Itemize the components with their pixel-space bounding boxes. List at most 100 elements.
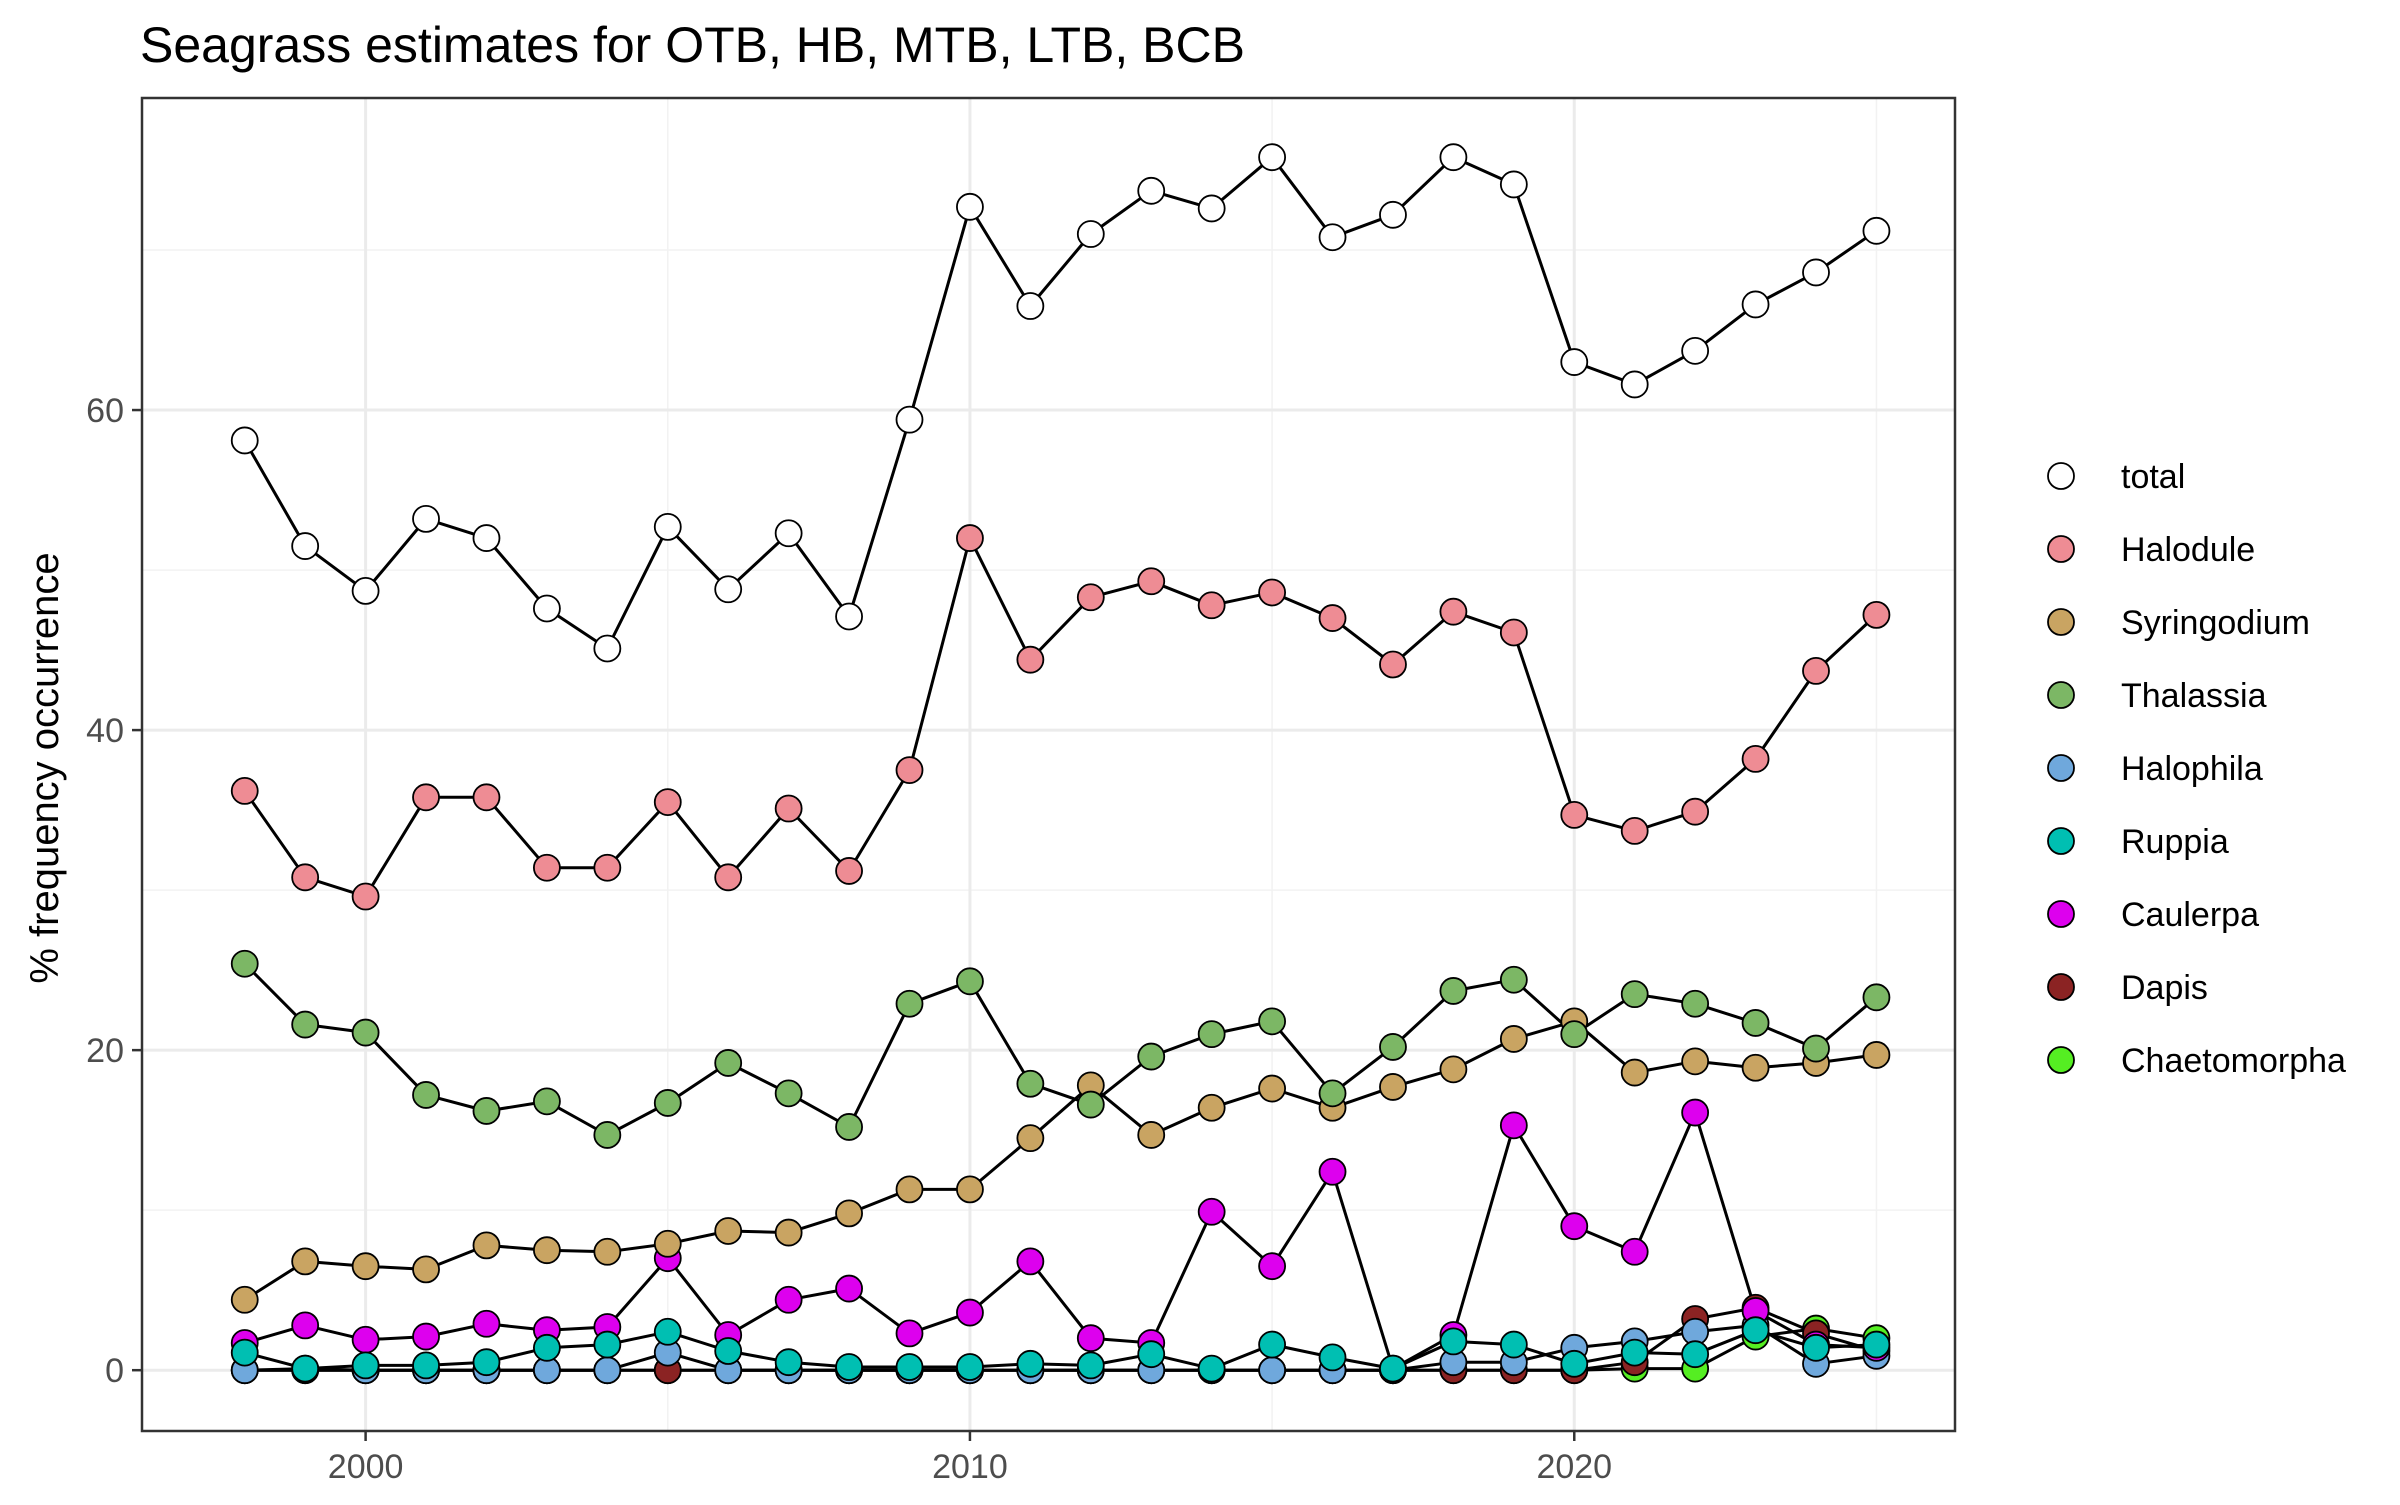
data-point-halodule [1197, 591, 1226, 620]
data-point-ruppia [1439, 1327, 1468, 1356]
data-point-total [412, 504, 440, 533]
legend-label-total: total [2121, 458, 2185, 496]
legend-key-caulerpa [2047, 900, 2075, 928]
data-point-ruppia [1137, 1340, 1166, 1369]
legend-key-chaetomorpha [2047, 1046, 2075, 1074]
data-point-thalassia [1802, 1034, 1830, 1063]
legend-key-total [2047, 462, 2075, 490]
data-point-ruppia [1499, 1330, 1528, 1359]
data-point-total [593, 634, 622, 663]
data-point-syringodium [1439, 1055, 1468, 1084]
data-point-halodule [1076, 583, 1105, 612]
data-point-total [1499, 170, 1528, 199]
data-point-total [1802, 258, 1830, 287]
y-tick-label: 60 [86, 392, 124, 430]
series-line-caulerpa [244, 1111, 1877, 1371]
series-line-total [243, 155, 1878, 650]
data-point-syringodium [714, 1217, 743, 1245]
data-point-halodule [1862, 600, 1891, 629]
data-point-thalassia [533, 1087, 561, 1116]
data-point-caulerpa [956, 1298, 984, 1327]
series-line-thalassia [243, 962, 1878, 1137]
data-point-thalassia [1318, 1079, 1347, 1108]
data-point-total [895, 405, 924, 434]
data-point-ruppia [1076, 1351, 1105, 1380]
data-point-thalassia [1137, 1042, 1166, 1071]
data-point-thalassia [1197, 1020, 1226, 1049]
data-point-caulerpa [291, 1311, 320, 1340]
x-tick-label: 2020 [1536, 1448, 1612, 1486]
data-point-ruppia [895, 1353, 924, 1381]
data-point-total [1016, 292, 1045, 320]
legend-key-halophila [2047, 754, 2075, 782]
data-point-caulerpa [412, 1322, 440, 1351]
data-point-syringodium [1620, 1058, 1649, 1087]
y-axis-label: % frequency occurrence [23, 552, 67, 983]
series-line-halophila [244, 1323, 1877, 1372]
data-point-total [1318, 223, 1347, 252]
x-tick-label: 2010 [932, 1448, 1008, 1486]
y-tick-label: 40 [86, 712, 124, 750]
data-point-total [1137, 176, 1166, 205]
data-point-total [1681, 336, 1710, 365]
data-point-ruppia [1802, 1333, 1830, 1362]
data-point-syringodium [895, 1175, 924, 1204]
data-point-total [1560, 348, 1589, 376]
data-point-syringodium [351, 1252, 380, 1281]
panel-background [142, 98, 1955, 1431]
data-point-total [714, 575, 743, 604]
data-point-halodule [1560, 801, 1589, 829]
data-point-thalassia [1681, 989, 1710, 1018]
data-point-halodule [1439, 597, 1468, 626]
data-point-halodule [412, 783, 440, 812]
data-point-caulerpa [1197, 1197, 1226, 1226]
data-point-ruppia [1741, 1316, 1770, 1345]
data-point-thalassia [1439, 977, 1468, 1005]
data-point-syringodium [472, 1231, 501, 1260]
data-point-thalassia [1379, 1033, 1407, 1061]
data-point-thalassia [714, 1049, 743, 1077]
data-point-ruppia [653, 1317, 682, 1346]
data-point-thalassia [895, 989, 924, 1018]
data-point-total [653, 512, 682, 541]
data-point-syringodium [1137, 1121, 1166, 1149]
data-point-halodule [533, 853, 561, 882]
data-point-ruppia [1258, 1330, 1287, 1359]
data-point-caulerpa [835, 1274, 863, 1303]
y-tick-label: 20 [86, 1032, 124, 1070]
data-point-halodule [1137, 567, 1166, 596]
data-point-ruppia [230, 1338, 259, 1367]
data-point-thalassia [230, 949, 259, 978]
panel-border [140, 96, 1957, 1433]
data-point-thalassia [351, 1018, 380, 1047]
data-point-caulerpa [1620, 1237, 1649, 1266]
data-point-syringodium [1862, 1041, 1891, 1069]
data-point-halodule [774, 794, 803, 823]
data-point-syringodium [593, 1237, 622, 1266]
series-line-syringodium [243, 1019, 1877, 1302]
legend: total Halodule Syringodium Thalassia Halophi… [2047, 458, 2346, 1080]
legend-label-dapis: Dapis [2121, 969, 2208, 1007]
data-point-thalassia [1258, 1007, 1287, 1036]
x-tick-label: 2000 [328, 1448, 404, 1486]
data-point-syringodium [1499, 1025, 1528, 1053]
legend-key-ruppia [2047, 827, 2075, 855]
legend-key-halodule [2047, 535, 2075, 563]
data-point-halodule [351, 882, 380, 911]
data-point-total [291, 532, 320, 560]
data-point-thalassia [593, 1121, 622, 1149]
data-point-syringodium [1681, 1047, 1710, 1076]
data-point-halodule [1681, 797, 1710, 826]
data-point-thalassia [835, 1113, 863, 1141]
data-point-ruppia [1560, 1349, 1589, 1378]
legend-key-syringodium [2047, 608, 2075, 636]
data-point-total [1439, 143, 1468, 172]
data-point-halodule [1741, 744, 1770, 773]
data-point-ruppia [774, 1348, 803, 1377]
data-point-ruppia [956, 1353, 984, 1381]
data-point-ruppia [533, 1333, 561, 1362]
data-point-total [351, 576, 380, 605]
data-point-total [1076, 220, 1105, 248]
